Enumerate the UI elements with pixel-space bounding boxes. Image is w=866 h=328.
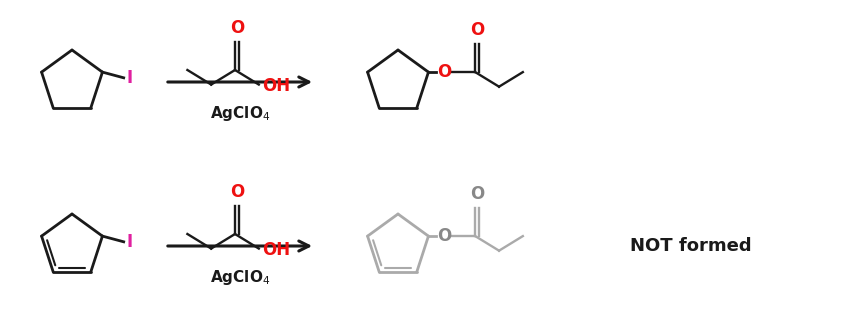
- Text: O: O: [470, 21, 484, 39]
- Text: I: I: [126, 233, 132, 251]
- Text: O: O: [437, 227, 451, 245]
- Text: AgClO$_4$: AgClO$_4$: [210, 104, 270, 123]
- Text: O: O: [229, 183, 244, 201]
- Text: O: O: [229, 19, 244, 37]
- Text: AgClO$_4$: AgClO$_4$: [210, 268, 270, 287]
- Text: OH: OH: [262, 76, 290, 94]
- Text: O: O: [470, 185, 484, 203]
- Text: NOT formed: NOT formed: [630, 237, 752, 255]
- Text: I: I: [126, 69, 132, 87]
- Text: O: O: [437, 63, 451, 81]
- Text: OH: OH: [262, 240, 290, 258]
